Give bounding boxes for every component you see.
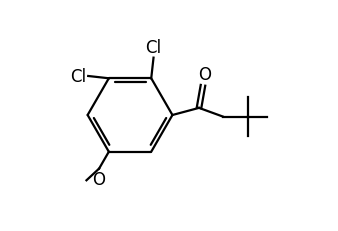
Text: Cl: Cl [145, 39, 162, 57]
Text: O: O [93, 171, 105, 189]
Text: Cl: Cl [70, 68, 87, 86]
Text: O: O [198, 65, 211, 83]
